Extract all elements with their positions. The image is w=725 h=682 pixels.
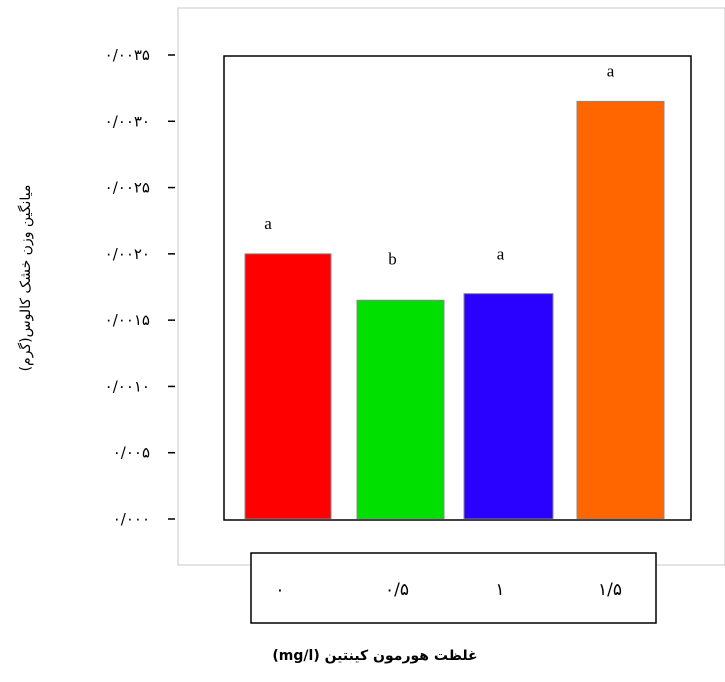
- y-tick-label: ۰/۰۰۱۵: [105, 311, 150, 329]
- bars: [244, 100, 665, 520]
- significance-letter: a: [264, 214, 272, 233]
- y-tick-label: ۰/۰۰۵: [113, 444, 150, 462]
- significance-letter: b: [388, 249, 397, 268]
- x-tick-label: ۱: [495, 580, 504, 600]
- x-tick-label: ۰/۵: [385, 580, 409, 600]
- x-category-box: [250, 552, 657, 624]
- bar: [463, 293, 554, 520]
- x-tick-label: ۰: [275, 580, 284, 600]
- significance-letter: a: [497, 245, 505, 264]
- y-axis-title: میانگین وزن خشک کالوس(گرم): [17, 185, 34, 372]
- y-tick-label: ۰/۰۰۱۰: [105, 377, 150, 395]
- y-tick-label: ۰/۰۰۳۰: [105, 112, 150, 130]
- bar: [356, 299, 445, 520]
- x-tick-label: ۱/۵: [598, 580, 622, 600]
- x-axis-title: غلظت هورمون کینتین (mg/l): [272, 648, 477, 664]
- significance-letters: a b a a: [264, 61, 615, 268]
- y-tick-label: ۰/۰۰۲۰: [105, 245, 150, 263]
- y-tick-label: ۰/۰۰۲۵: [105, 179, 150, 197]
- y-axis: ۰/۰۰۰ ۰/۰۰۵ ۰/۰۰۱۰ ۰/۰۰۱۵ ۰/۰۰۲۰ ۰/۰۰۲۵ ۰/۰۰۳۰…: [105, 46, 175, 528]
- bar: [244, 253, 332, 520]
- significance-letter: a: [607, 61, 615, 80]
- x-tick-labels: ۰ ۰/۵ ۱ ۱/۵: [275, 580, 622, 600]
- y-tick-label: ۰/۰۰۰: [113, 510, 150, 528]
- bar: [576, 100, 665, 520]
- y-tick-label: ۰/۰۰۳۵: [105, 46, 150, 64]
